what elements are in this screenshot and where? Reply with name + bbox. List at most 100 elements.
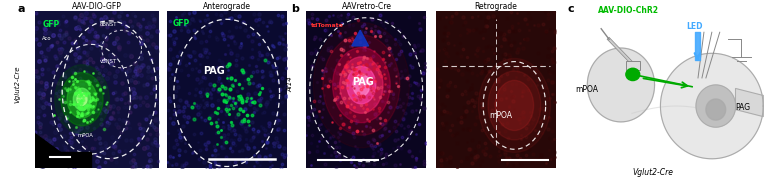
Point: [360, 78, 373, 81]
Point: [89, 43, 102, 46]
Point: [329, 87, 341, 90]
Point: [434, 82, 446, 85]
Point: [94, 69, 106, 72]
Point: [91, 43, 103, 46]
Point: [47, 33, 60, 36]
Point: [247, 32, 260, 36]
Point: [439, 59, 452, 62]
Point: [476, 120, 488, 123]
Point: [270, 57, 283, 60]
Point: [401, 77, 413, 80]
Point: [110, 139, 122, 142]
Point: [406, 155, 419, 158]
Point: [353, 69, 366, 72]
Point: [236, 68, 248, 71]
Point: [60, 88, 73, 91]
Point: [377, 127, 390, 130]
Point: [220, 136, 232, 139]
Point: [522, 89, 534, 92]
Point: [52, 162, 64, 165]
Point: [122, 67, 134, 70]
Point: [73, 128, 85, 131]
Point: [363, 40, 375, 44]
Point: [112, 135, 125, 138]
Point: [373, 72, 385, 75]
Point: [172, 129, 184, 132]
Point: [471, 54, 484, 57]
Point: [532, 79, 544, 82]
Point: [353, 35, 366, 38]
Point: [107, 61, 119, 64]
Point: [188, 11, 201, 14]
Point: [69, 17, 81, 20]
Point: [237, 72, 250, 75]
Point: [127, 87, 140, 90]
Point: [71, 106, 84, 109]
Point: [64, 131, 76, 134]
Point: [124, 19, 136, 22]
Point: [217, 34, 229, 37]
Point: [547, 93, 560, 96]
Point: [246, 136, 259, 139]
Point: [278, 87, 291, 90]
Point: [264, 20, 277, 23]
Point: [199, 21, 212, 24]
Point: [94, 155, 106, 158]
Point: [392, 84, 405, 87]
Point: [451, 131, 463, 134]
Point: [74, 155, 86, 158]
Point: [132, 142, 144, 145]
Point: [71, 91, 84, 94]
Point: [71, 86, 84, 89]
Point: [304, 76, 316, 79]
Point: [380, 161, 392, 164]
Point: [450, 11, 463, 15]
Point: [375, 151, 388, 154]
Point: [253, 155, 265, 158]
Point: [433, 49, 446, 52]
Point: [121, 74, 133, 77]
Point: [547, 46, 560, 49]
Point: [363, 120, 375, 123]
Point: [146, 25, 159, 28]
Point: [378, 100, 391, 103]
Point: [95, 89, 107, 92]
Point: [360, 78, 373, 81]
Point: [500, 164, 512, 167]
Point: [309, 114, 322, 117]
Point: [113, 118, 126, 121]
Point: [418, 61, 431, 64]
Point: [346, 100, 358, 103]
Point: [61, 116, 74, 119]
Point: [216, 92, 229, 96]
Point: [226, 142, 239, 145]
Point: [479, 141, 491, 144]
Point: [94, 141, 106, 144]
Point: [236, 87, 249, 90]
Point: [398, 77, 411, 80]
Point: [229, 104, 242, 107]
Point: [354, 73, 367, 76]
Point: [267, 141, 279, 144]
Point: [205, 164, 217, 167]
Point: [265, 21, 277, 24]
Point: [109, 28, 121, 31]
Point: [49, 54, 61, 57]
Point: [229, 78, 241, 81]
Point: [476, 105, 488, 108]
Point: [501, 163, 513, 166]
Point: [30, 27, 43, 30]
Point: [38, 113, 50, 117]
Point: [86, 118, 98, 121]
Point: [250, 85, 263, 88]
Point: [32, 162, 44, 165]
Point: [45, 121, 57, 124]
Point: [145, 34, 157, 37]
Point: [441, 88, 453, 91]
Point: [392, 146, 405, 149]
Point: [181, 116, 194, 119]
Point: [367, 49, 380, 53]
Point: [347, 73, 360, 76]
Point: [449, 66, 461, 70]
Point: [95, 150, 107, 153]
